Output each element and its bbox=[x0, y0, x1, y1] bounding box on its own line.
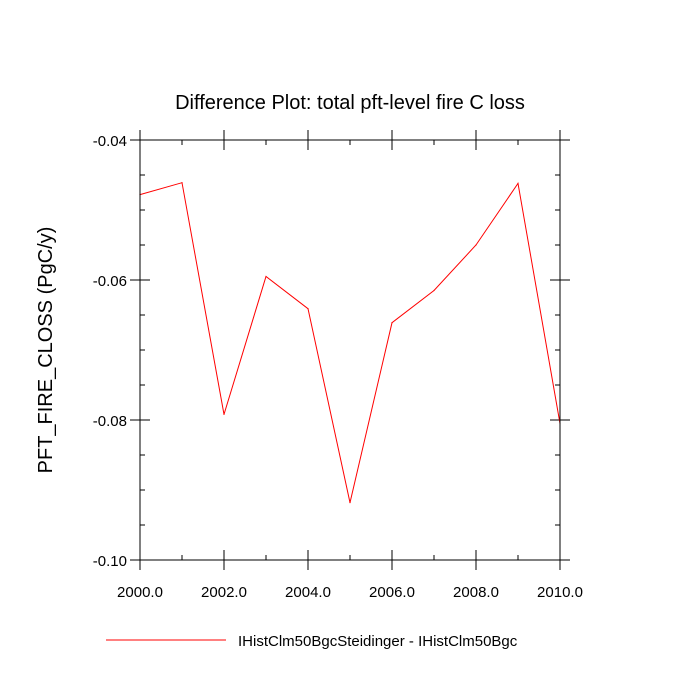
plot-frame bbox=[139, 139, 561, 561]
y-tick-label: -0.10 bbox=[93, 553, 127, 570]
data-point bbox=[391, 322, 393, 324]
data-point bbox=[517, 182, 519, 184]
data-point bbox=[349, 502, 351, 504]
y-tick-label: -0.04 bbox=[93, 133, 127, 150]
series-line bbox=[139, 182, 561, 503]
axis-ticks bbox=[130, 130, 570, 570]
y-axis-label: PFT_FIRE_CLOSS (PgC/y) bbox=[35, 227, 57, 474]
data-point bbox=[181, 182, 183, 184]
axis-tick-labels: 2000.0 2002.0 2004.0 2006.0 2008.0 2010.0 -0.0… bbox=[93, 133, 583, 601]
y-tick-label: -0.06 bbox=[93, 273, 127, 290]
x-tick-label: 2002.0 bbox=[201, 584, 247, 601]
x-tick-label: 2004.0 bbox=[285, 584, 331, 601]
data-point bbox=[475, 244, 477, 246]
y-tick-label: -0.08 bbox=[93, 413, 127, 430]
data-point bbox=[265, 275, 267, 278]
data-point bbox=[223, 413, 225, 415]
legend-label: IHistClm50BgcSteidinger - IHistClm50Bgc bbox=[238, 633, 518, 650]
series-group bbox=[139, 182, 561, 504]
data-point bbox=[433, 289, 435, 292]
x-tick-label: 2008.0 bbox=[453, 584, 499, 601]
data-point bbox=[307, 308, 309, 310]
chart-title: Difference Plot: total pft-level fire C … bbox=[175, 92, 525, 114]
legend: IHistClm50BgcSteidinger - IHistClm50Bgc bbox=[106, 633, 518, 650]
x-tick-label: 2010.0 bbox=[537, 584, 583, 601]
x-tick-label: 2000.0 bbox=[117, 584, 163, 601]
x-tick-label: 2006.0 bbox=[369, 584, 415, 601]
